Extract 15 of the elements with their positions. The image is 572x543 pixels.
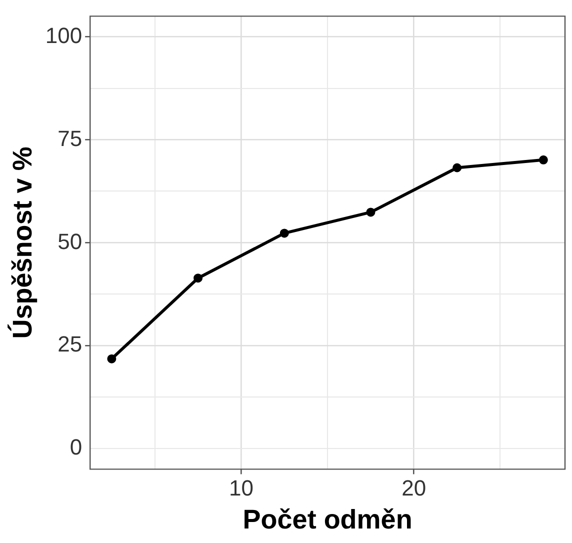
y-axis-title: Úspěšnost v % <box>8 146 38 339</box>
x-axis-title: Počet odměn <box>242 504 412 534</box>
point <box>452 163 462 172</box>
point <box>107 354 116 364</box>
point <box>366 208 376 217</box>
y-tick-label: 25 <box>58 332 82 357</box>
point <box>194 274 203 283</box>
y-tick-label: 0 <box>70 434 82 460</box>
point <box>280 228 289 238</box>
x-tick-label: 20 <box>402 475 426 500</box>
y-tick-label: 100 <box>45 22 82 48</box>
y-tick-label: 50 <box>58 228 82 254</box>
x-tick-label: 10 <box>228 475 254 500</box>
y-tick-label: 75 <box>58 126 82 151</box>
point <box>538 155 548 164</box>
